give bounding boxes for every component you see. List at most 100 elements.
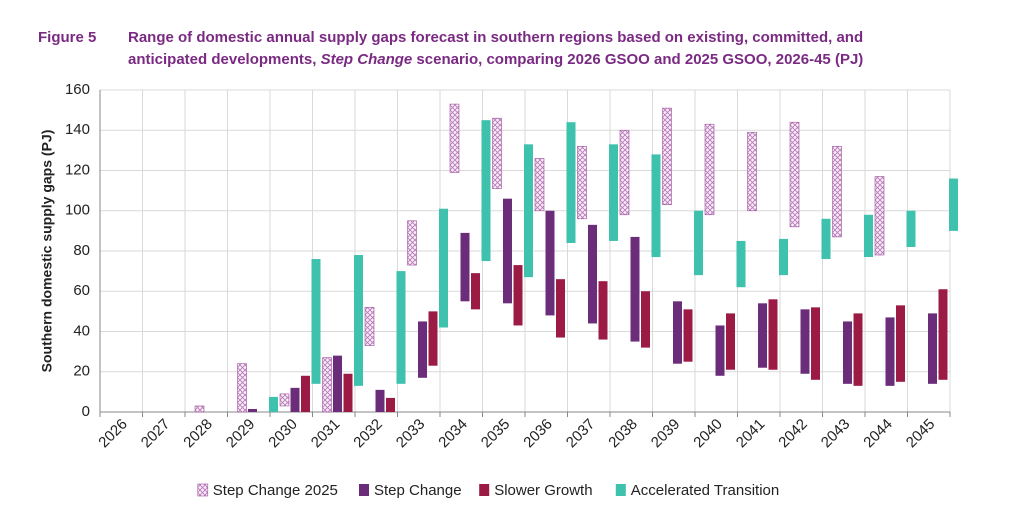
x-tick-label: 2044 xyxy=(860,416,896,452)
bar xyxy=(598,281,608,340)
x-tick-label: 2033 xyxy=(393,416,429,452)
bar xyxy=(460,232,470,302)
x-tick-label: 2026 xyxy=(95,416,131,452)
x-tick-label: 2045 xyxy=(903,416,939,452)
bar xyxy=(503,198,512,304)
bar xyxy=(896,305,905,382)
bar xyxy=(906,210,916,247)
bar xyxy=(662,107,672,206)
x-tick-label: 2027 xyxy=(138,416,174,452)
bar xyxy=(534,158,545,212)
bar xyxy=(418,321,427,378)
bar xyxy=(747,131,757,212)
legend-swatch xyxy=(479,484,490,496)
bar xyxy=(800,309,810,374)
bar xyxy=(864,214,873,258)
bar xyxy=(853,313,863,386)
y-tick-label: 60 xyxy=(73,282,90,299)
bar xyxy=(566,122,576,243)
bar xyxy=(322,357,332,413)
bar xyxy=(545,210,555,316)
y-tick-label: 140 xyxy=(65,121,90,138)
bar xyxy=(354,255,363,386)
x-tick-label: 2037 xyxy=(563,416,599,452)
y-tick-label: 80 xyxy=(73,242,90,259)
x-tick-label: 2041 xyxy=(733,416,769,452)
bar xyxy=(386,397,395,412)
y-tick-label: 100 xyxy=(65,202,90,219)
x-tick-label: 2032 xyxy=(350,416,386,452)
x-tick-label: 2040 xyxy=(690,416,726,452)
x-tick-label: 2029 xyxy=(223,416,259,452)
y-tick-label: 0 xyxy=(82,403,90,420)
bar xyxy=(407,220,417,266)
bar xyxy=(237,363,247,413)
bar xyxy=(364,307,375,346)
legend-swatch xyxy=(615,484,626,496)
bar xyxy=(843,321,852,384)
x-tick-label: 2036 xyxy=(520,416,556,452)
bar xyxy=(609,144,618,241)
bar xyxy=(715,325,725,376)
bar xyxy=(248,408,257,412)
bar xyxy=(704,123,715,216)
bar xyxy=(269,396,278,412)
bar xyxy=(311,259,321,384)
bar xyxy=(471,273,480,310)
x-tick-label: 2028 xyxy=(180,416,216,452)
bar xyxy=(513,265,523,326)
bar xyxy=(768,299,778,370)
bar xyxy=(577,146,587,220)
bar xyxy=(428,311,438,366)
y-tick-label: 20 xyxy=(73,363,90,380)
bar xyxy=(651,154,661,258)
bar xyxy=(194,405,205,413)
bar xyxy=(343,373,353,412)
figure-label: Figure 5 xyxy=(38,29,96,46)
bar xyxy=(726,313,735,370)
bar xyxy=(396,271,406,384)
legend-swatch xyxy=(197,483,209,497)
title-part: scenario, comparing 2026 GSOO and 2025 G… xyxy=(416,51,863,68)
bar xyxy=(619,129,630,216)
bar xyxy=(938,289,948,380)
bar xyxy=(874,176,885,256)
bar xyxy=(492,117,502,189)
bar xyxy=(821,218,831,260)
y-tick-label: 160 xyxy=(65,81,90,98)
legend-label: Slower Growth xyxy=(494,482,592,499)
bar xyxy=(588,224,597,324)
x-tick-label: 2035 xyxy=(478,416,514,452)
bar xyxy=(779,238,788,276)
x-tick-label: 2031 xyxy=(308,416,344,452)
chart-title: anticipated developments, Step Change sc… xyxy=(128,51,863,68)
bar xyxy=(290,387,300,412)
bar xyxy=(375,389,385,412)
bar xyxy=(694,210,703,276)
title-part: Step Change xyxy=(321,51,413,68)
y-tick-label: 40 xyxy=(73,322,90,339)
bar xyxy=(556,279,565,338)
bar xyxy=(811,307,820,380)
bar xyxy=(949,178,958,231)
bar xyxy=(736,240,746,288)
bar xyxy=(758,303,767,368)
bar xyxy=(885,317,895,386)
x-tick-label: 2038 xyxy=(605,416,641,452)
x-tick-label: 2034 xyxy=(435,416,471,452)
bar xyxy=(481,120,491,262)
bar xyxy=(333,355,342,412)
bar xyxy=(683,309,693,362)
title-part: anticipated developments, xyxy=(128,51,316,68)
x-tick-label: 2039 xyxy=(648,416,684,452)
y-axis-label: Southern domestic supply gaps (PJ) xyxy=(39,130,55,373)
legend-label: Step Change xyxy=(374,482,462,499)
x-tick-label: 2042 xyxy=(775,416,811,452)
bar xyxy=(279,393,290,407)
x-tick-label: 2030 xyxy=(265,416,301,452)
bar xyxy=(630,236,640,342)
legend-swatch xyxy=(359,484,369,496)
x-tick-label: 2043 xyxy=(818,416,854,452)
bar xyxy=(439,208,448,328)
